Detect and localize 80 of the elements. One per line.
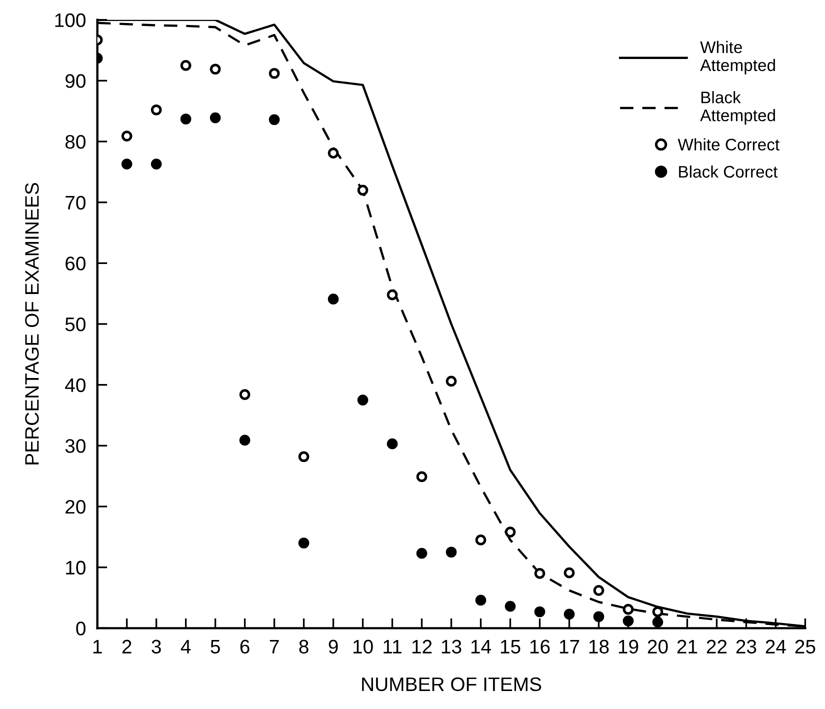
x-tick-label: 17: [560, 640, 580, 654]
point: [622, 604, 634, 615]
point: [386, 438, 398, 450]
y-tick-label: 10: [66, 560, 86, 575]
point: [416, 548, 428, 559]
point: [268, 68, 280, 79]
point: [564, 567, 575, 578]
x-tick-label: 14: [471, 640, 492, 654]
point: [357, 184, 368, 196]
x-tick-label: 15: [500, 640, 520, 654]
x-tick-label: 8: [299, 640, 308, 654]
x-tick-label: 13: [442, 640, 462, 654]
point: [210, 64, 221, 75]
legend-label: Black Correct: [679, 165, 778, 178]
point: [475, 534, 486, 546]
point: [534, 568, 546, 579]
x-tick-label: 10: [353, 640, 373, 654]
point: [475, 594, 486, 606]
x-tick-label: 7: [270, 640, 279, 654]
point: [593, 585, 604, 596]
point: [150, 104, 162, 116]
point: [121, 158, 132, 170]
point: [239, 389, 250, 400]
y-tick-label: 0: [76, 622, 86, 636]
x-tick-label: 6: [240, 640, 250, 654]
x-tick-label: 18: [589, 640, 609, 654]
point: [652, 606, 664, 618]
x-tick-label: 4: [180, 640, 191, 654]
point: [652, 616, 664, 628]
point: [150, 158, 162, 170]
y-axis-title: PERCENTAGE OF EXAMINEES: [25, 183, 39, 464]
y-tick-label: 70: [66, 196, 86, 210]
x-tick-label: 3: [152, 640, 161, 654]
y-tick-label: 100: [55, 13, 86, 28]
y-tick-label: 80: [65, 134, 86, 149]
x-tick-label: 20: [648, 640, 668, 654]
legend-label: White Correct: [678, 138, 780, 151]
x-tick-label: 2: [122, 640, 132, 654]
x-tick-label: 25: [795, 640, 816, 654]
x-tick-label: 22: [706, 640, 727, 654]
point: [268, 114, 280, 126]
y-tick-label: 60: [66, 256, 86, 270]
point: [534, 606, 546, 618]
point: [564, 608, 575, 620]
point: [446, 546, 457, 558]
point: [121, 130, 132, 142]
point: [386, 289, 398, 300]
point: [357, 394, 368, 406]
x-axis-title: NUMBER OF ITEMS: [362, 677, 542, 692]
point: [504, 526, 516, 538]
point: [416, 471, 428, 482]
x-tick-label: 11: [384, 640, 402, 654]
x-tick-label: 24: [766, 640, 786, 654]
point: [328, 294, 339, 304]
point: [180, 114, 192, 124]
x-tick-label: 12: [412, 640, 432, 654]
point: [622, 615, 634, 626]
point: [593, 611, 604, 622]
y-tick-label: 90: [66, 74, 86, 88]
point: [504, 600, 516, 612]
x-tick-label: 5: [210, 640, 220, 654]
point: [328, 148, 339, 158]
point: [180, 60, 192, 71]
x-tick-label: 21: [677, 640, 698, 654]
point: [239, 434, 250, 446]
legend-label: White Attempted: [700, 40, 775, 74]
y-tick-label: 40: [65, 378, 86, 392]
x-tick-label: 16: [530, 640, 550, 654]
x-tick-label: 19: [618, 640, 638, 654]
x-tick-label: 23: [736, 640, 756, 654]
x-tick-label: 1: [93, 640, 102, 654]
y-tick-label: 20: [66, 500, 86, 514]
point: [446, 376, 457, 387]
legend-label: Black Attempted: [700, 91, 775, 125]
point: [298, 538, 310, 548]
y-tick-label: 30: [65, 439, 86, 453]
point: [210, 112, 221, 124]
point: [298, 451, 310, 462]
x-tick-label: 9: [328, 640, 338, 654]
y-tick-label: 50: [65, 317, 86, 332]
